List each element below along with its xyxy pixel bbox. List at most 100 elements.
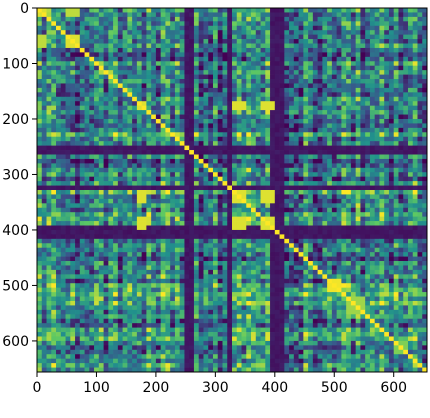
- heatmap-cell: [160, 172, 166, 178]
- heatmap-cell: [374, 181, 380, 186]
- heatmap-cell: [98, 105, 104, 111]
- heatmap-cell: [241, 212, 247, 217]
- heatmap-cell: [403, 127, 409, 133]
- heatmap-cell: [60, 65, 66, 71]
- heatmap-cell: [89, 261, 95, 266]
- heatmap-cell: [260, 87, 266, 93]
- heatmap-cell: [70, 185, 76, 191]
- heatmap-cell: [265, 96, 271, 102]
- heatmap-cell: [322, 203, 328, 209]
- heatmap-cell: [393, 212, 399, 217]
- heatmap-cell: [132, 145, 138, 151]
- heatmap-cell: [56, 34, 62, 40]
- heatmap-cell: [236, 8, 242, 13]
- heatmap-cell: [60, 87, 66, 93]
- heatmap-cell: [422, 229, 428, 235]
- heatmap-cell: [103, 158, 109, 164]
- heatmap-cell: [241, 221, 247, 226]
- heatmap-cell: [346, 181, 352, 186]
- heatmap-cell: [136, 47, 142, 53]
- heatmap-cell: [327, 25, 333, 31]
- heatmap-cell: [65, 194, 71, 200]
- heatmap-cell: [37, 70, 43, 75]
- heatmap-cell: [255, 265, 261, 271]
- heatmap-cell: [341, 234, 347, 240]
- heatmap-cell: [336, 47, 342, 53]
- heatmap-cell: [217, 150, 223, 155]
- heatmap-cell: [108, 118, 114, 124]
- heatmap-cell: [37, 92, 43, 98]
- heatmap-cell: [284, 163, 290, 169]
- heatmap-cell: [336, 158, 342, 164]
- heatmap-cell: [203, 212, 209, 217]
- heatmap-cell: [369, 203, 376, 209]
- heatmap-cell: [284, 34, 290, 40]
- heatmap-cell: [369, 225, 376, 231]
- heatmap-cell: [165, 70, 171, 75]
- heatmap-cell: [369, 123, 376, 129]
- heatmap-cell: [422, 261, 428, 266]
- heatmap-cell: [274, 172, 280, 178]
- heatmap-cell: [355, 92, 361, 98]
- heatmap-cell: [289, 216, 295, 222]
- heatmap-cell: [270, 79, 276, 84]
- heatmap-cell: [203, 274, 209, 280]
- heatmap-cell: [308, 265, 314, 271]
- heatmap-cell: [255, 181, 261, 186]
- heatmap-cell: [151, 43, 157, 49]
- heatmap-cell: [251, 252, 257, 257]
- heatmap-cell: [331, 8, 337, 13]
- heatmap-cell: [255, 83, 261, 89]
- heatmap-cell: [117, 43, 123, 49]
- heatmap-cell: [274, 61, 280, 67]
- heatmap-cell: [146, 34, 152, 40]
- heatmap-cell: [246, 203, 252, 209]
- heatmap-cell: [236, 247, 242, 253]
- heatmap-cell: [155, 39, 162, 44]
- heatmap-cell: [255, 198, 261, 204]
- heatmap-cell: [174, 269, 181, 275]
- heatmap-cell: [189, 198, 195, 204]
- heatmap-cell: [384, 247, 390, 253]
- heatmap-cell: [98, 16, 104, 22]
- heatmap-cell: [174, 83, 181, 89]
- heatmap-cell: [388, 114, 395, 120]
- heatmap-cell: [122, 101, 128, 107]
- heatmap-cell: [308, 39, 314, 44]
- heatmap-cell: [260, 43, 266, 49]
- heatmap-cell: [308, 70, 314, 75]
- heatmap-cell: [374, 150, 380, 155]
- heatmap-cell: [75, 43, 81, 49]
- heatmap-cell: [37, 167, 43, 173]
- heatmap-cell: [246, 8, 252, 13]
- heatmap-cell: [246, 83, 252, 89]
- heatmap-cell: [136, 114, 142, 120]
- heatmap-cell: [384, 92, 390, 98]
- heatmap-cell: [289, 252, 295, 257]
- heatmap-cell: [293, 274, 299, 280]
- heatmap-cell: [312, 87, 318, 93]
- heatmap-cell: [184, 150, 190, 155]
- heatmap-cell: [127, 269, 133, 275]
- heatmap-cell: [222, 127, 228, 133]
- heatmap-cell: [56, 163, 62, 169]
- heatmap-cell: [412, 212, 418, 217]
- heatmap-cell: [217, 92, 223, 98]
- heatmap-cell: [265, 247, 271, 253]
- heatmap-cell: [336, 8, 342, 13]
- heatmap-cell: [336, 154, 342, 160]
- heatmap-cell: [412, 123, 418, 129]
- heatmap-cell: [227, 123, 233, 129]
- heatmap-cell: [279, 229, 285, 235]
- heatmap-cell: [279, 110, 285, 115]
- heatmap-cell: [65, 247, 71, 253]
- heatmap-cell: [151, 216, 157, 222]
- heatmap-cell: [46, 47, 52, 53]
- heatmap-cell: [98, 269, 104, 275]
- heatmap-cell: [212, 181, 219, 186]
- heatmap-cell: [270, 190, 276, 195]
- heatmap-cell: [417, 216, 423, 222]
- heatmap-cell: [341, 110, 347, 115]
- heatmap-cell: [212, 247, 219, 253]
- heatmap-cell: [222, 247, 228, 253]
